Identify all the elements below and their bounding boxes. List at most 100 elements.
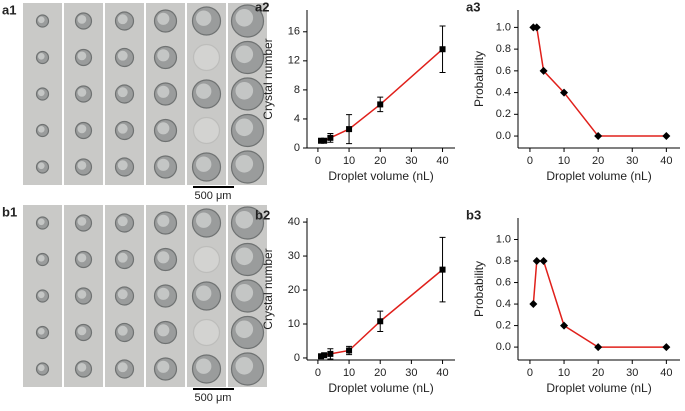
droplet-core [235,357,254,375]
data-point [346,126,353,133]
droplet-core [77,161,87,170]
data-point [529,300,538,309]
droplet-core [196,83,212,99]
x-tick-label: 10 [343,155,355,167]
droplet-core [117,87,128,98]
y-axis-label: Probability [472,261,486,317]
x-tick-label: 0 [527,367,533,379]
y-tick-label: 0.8 [496,43,511,55]
y-tick-label: 0.8 [496,255,511,267]
y-tick-label: 40 [288,216,300,228]
droplet-core [157,287,170,300]
y-tick-label: 0.0 [496,341,511,353]
droplet-core [77,88,87,97]
data-point [532,257,541,266]
scale-bar-label: 500 μm [195,190,232,202]
y-tick-label: 0 [294,142,300,154]
x-tick-label: 40 [660,367,672,379]
x-tick-label: 40 [660,155,672,167]
data-point [327,350,334,357]
droplet-core [235,8,254,27]
y-tick-label: 0.2 [496,108,511,120]
y-tick-label: 0.4 [496,298,511,310]
data-point [532,23,541,32]
data-point [321,137,328,144]
x-tick-label: 0 [527,155,533,167]
x-tick-label: 20 [374,367,386,379]
droplet-core [235,155,254,173]
x-tick-label: 40 [436,367,448,379]
data-point [594,132,603,141]
droplet-core [157,12,170,25]
droplet-core [38,254,45,262]
panel-label: b3 [466,207,481,222]
y-tick-label: 0.2 [496,319,511,331]
droplet-core [77,217,87,226]
data-point [539,66,548,75]
droplet-core [157,122,170,135]
x-tick-label: 20 [592,367,604,379]
panel-label: a1 [2,2,16,17]
data-point [539,257,548,266]
data-line [321,48,444,142]
droplet-core [77,15,87,24]
data-point [377,101,384,108]
y-tick-label: 30 [288,250,300,262]
droplet-core [117,289,128,300]
droplet-core [117,160,128,171]
x-tick-label: 0 [315,367,321,379]
droplet-core [117,123,128,134]
droplet-core [38,364,45,372]
droplet-core [38,162,45,170]
x-axis-label: Droplet volume (nL) [328,169,433,183]
data-point [377,318,384,325]
panel-label: a3 [466,0,480,14]
data-point [560,88,569,97]
x-tick-label: 10 [343,367,355,379]
x-tick-label: 40 [436,155,448,167]
droplet-core [38,218,45,226]
y-axis-label: Crystal number [261,38,275,119]
droplet-core [117,325,128,336]
droplet-core [38,16,45,24]
droplet-core [157,360,170,373]
droplet-core [77,363,87,372]
droplet-core [157,214,170,227]
data-point [327,134,334,141]
data-point [318,137,325,144]
y-axis-label: Probability [472,51,486,107]
x-axis-label: Droplet volume (nL) [546,169,651,183]
y-tick-label: 0.0 [496,130,511,142]
droplet-core [38,291,45,299]
x-tick-label: 30 [405,367,417,379]
data-point [662,343,671,352]
y-tick-label: 12 [288,55,300,67]
data-point [346,347,353,354]
panel-label: b1 [2,204,17,219]
data-line [532,260,667,348]
x-tick-label: 20 [592,155,604,167]
droplet-core [117,14,128,25]
droplet-core [196,285,212,301]
droplet-core [117,216,128,227]
y-tick-label: 20 [288,284,300,296]
droplet-core [157,324,170,337]
data-line [533,26,667,137]
droplet-core [157,85,170,98]
droplet-core [235,247,254,266]
y-tick-label: 0.6 [496,65,511,77]
y-tick-label: 0.4 [496,86,511,98]
droplet-core [77,51,87,61]
droplet-core [196,212,212,228]
droplet-core [38,53,45,60]
droplet-core [77,253,87,263]
droplet-core [235,82,254,100]
x-tick-label: 10 [558,155,570,167]
droplet [192,318,221,347]
y-tick-label: 4 [294,113,300,125]
y-tick-label: 8 [294,84,300,96]
data-line [320,269,444,357]
x-tick-label: 30 [405,155,417,167]
panel-label: b2 [255,207,270,222]
